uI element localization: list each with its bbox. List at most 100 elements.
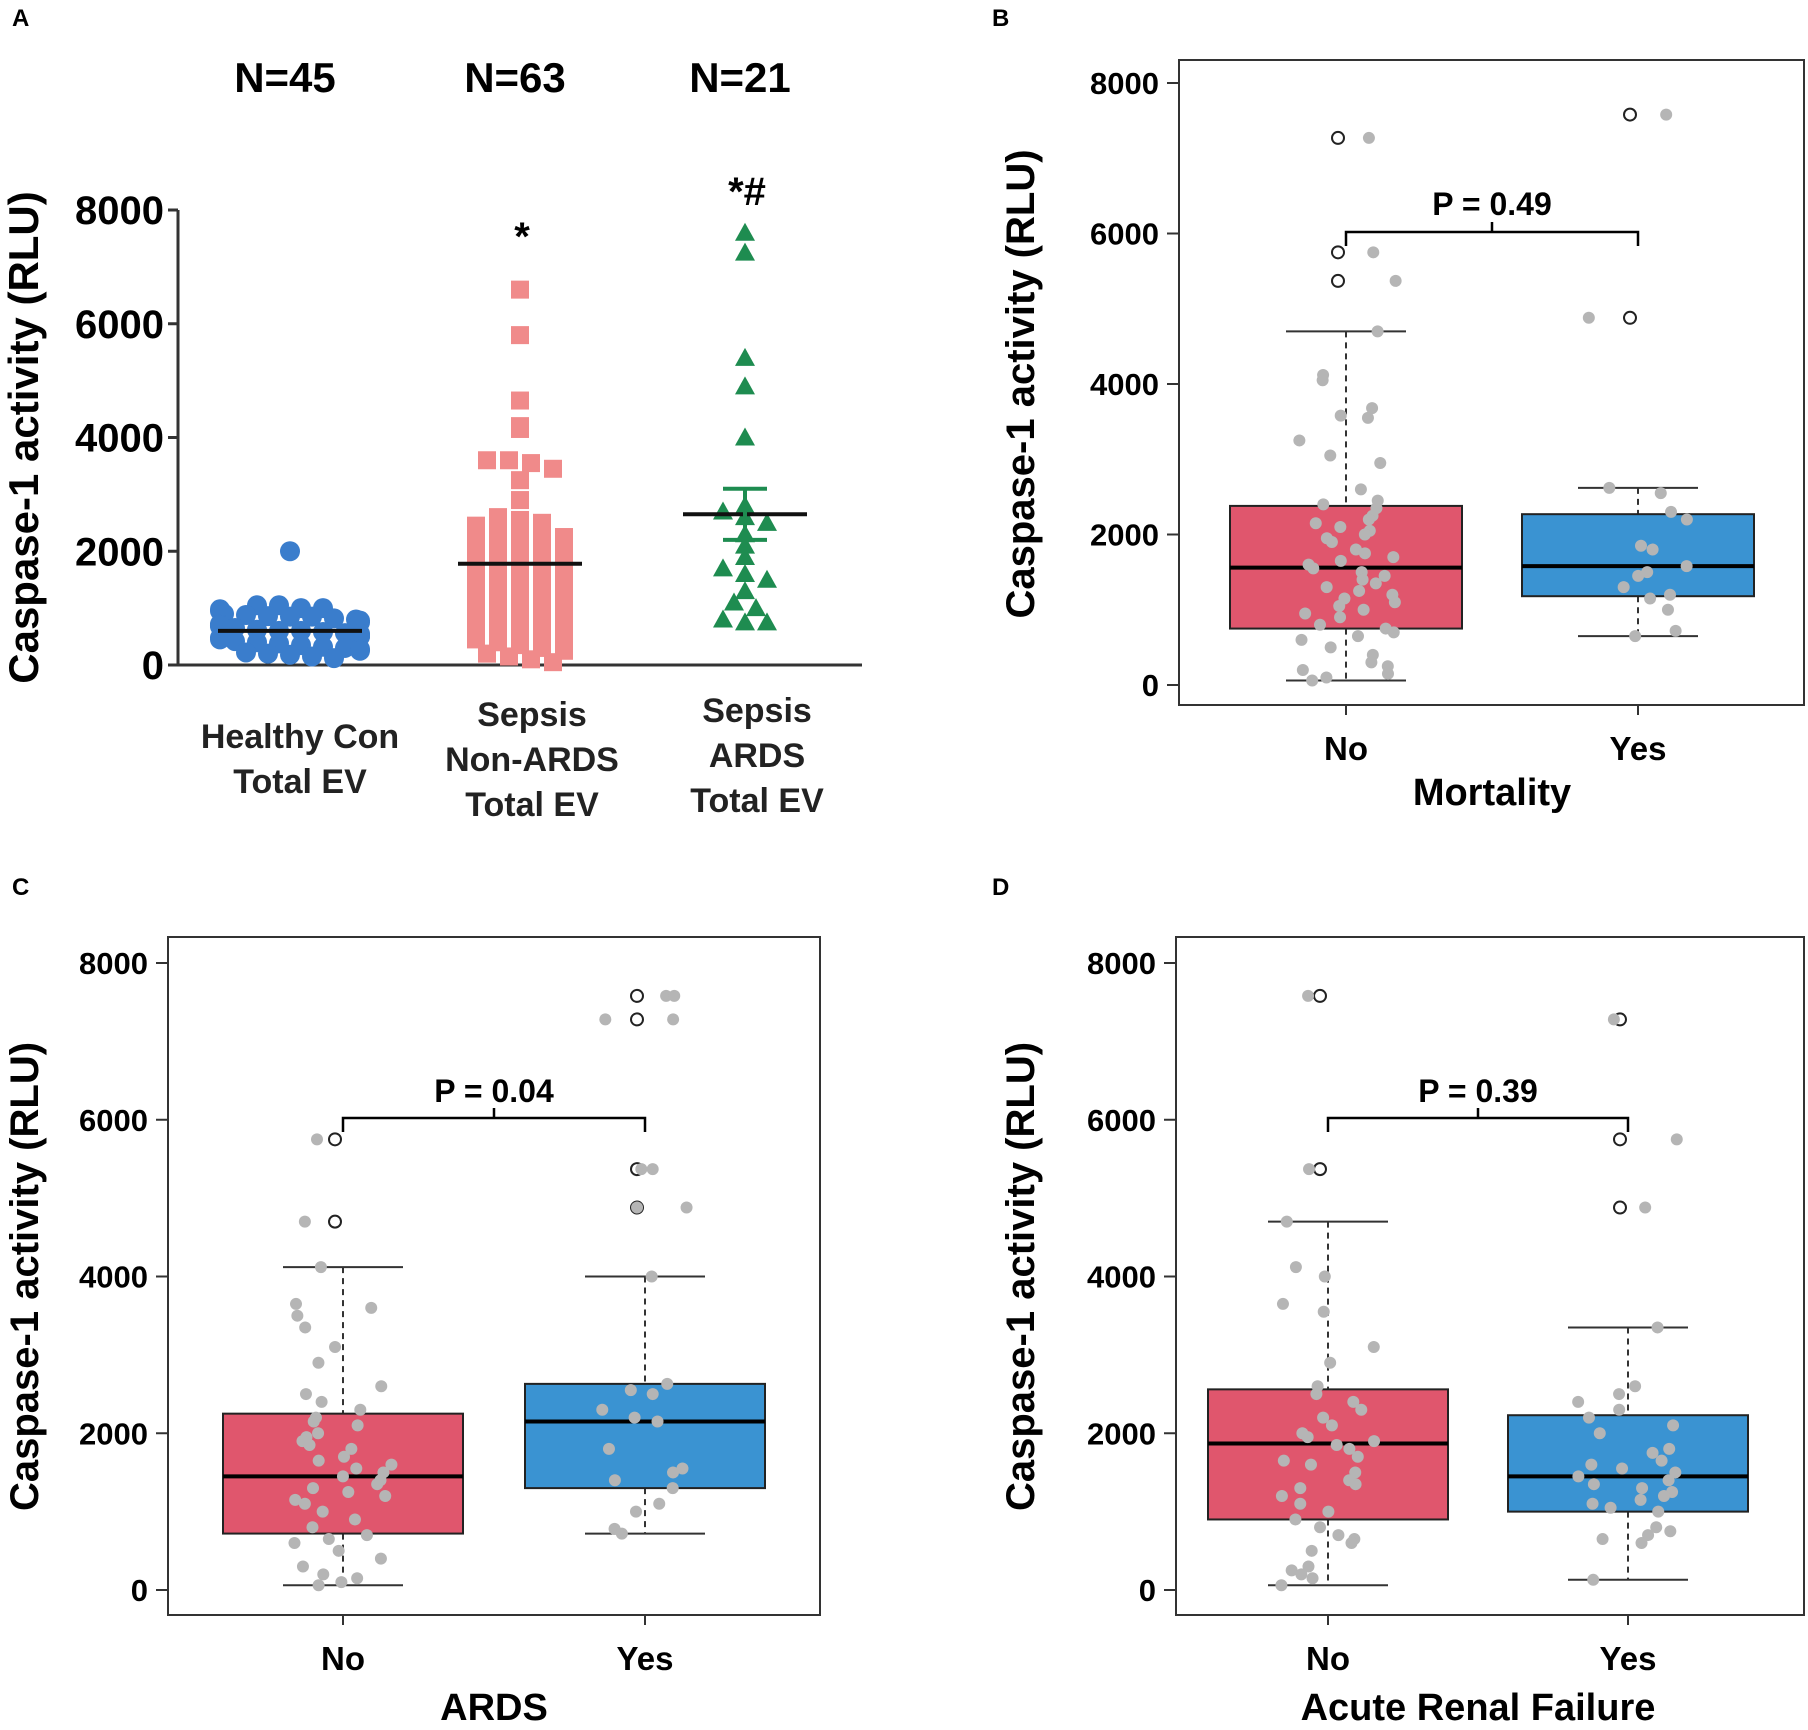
box: [1521, 513, 1755, 598]
significance-bracket: [1326, 1108, 1630, 1132]
data-point: [596, 1403, 609, 1416]
panel-d-label: D: [992, 874, 1009, 901]
data-point: [1367, 1341, 1380, 1354]
data-point: [312, 1454, 325, 1467]
data-point: [1322, 1505, 1335, 1518]
data-point: [1613, 1388, 1626, 1401]
data-point: [735, 564, 755, 582]
data-point: [757, 569, 777, 588]
x-axis-label: Acute Renal Failure: [1301, 1687, 1656, 1729]
data-point: [1669, 1466, 1682, 1479]
data-point: [1333, 599, 1346, 612]
data-point: [317, 1568, 330, 1581]
data-point: [316, 1505, 329, 1518]
data-point: [1305, 1544, 1318, 1557]
outlier-point: [1331, 273, 1345, 288]
data-point: [1664, 1525, 1677, 1538]
data-point: [467, 616, 485, 635]
data-point: [489, 547, 507, 566]
data-point: [1381, 667, 1394, 680]
data-point: [1302, 989, 1315, 1002]
outlier-point: [630, 1012, 644, 1027]
data-point: [522, 650, 540, 669]
outlier-point: [328, 1214, 342, 1229]
data-point: [1634, 539, 1647, 552]
data-point: [511, 579, 529, 598]
data-point: [335, 623, 355, 644]
data-point: [360, 1529, 373, 1542]
data-point: [544, 459, 562, 478]
data-point: [533, 610, 551, 629]
data-point: [467, 601, 485, 620]
data-point: [1317, 1411, 1330, 1424]
data-point: [324, 608, 344, 629]
data-point: [1325, 1419, 1338, 1432]
data-point: [533, 624, 551, 643]
y-tick-label: 0: [131, 1573, 148, 1608]
data-point: [522, 454, 540, 473]
data-point: [280, 541, 300, 562]
significance-marker: *#: [728, 170, 766, 214]
data-point: [1604, 1501, 1617, 1514]
data-point: [1378, 569, 1391, 582]
y-tick-label: 8000: [79, 946, 148, 981]
data-point: [500, 647, 518, 666]
data-point: [374, 1552, 387, 1565]
data-point: [629, 1505, 642, 1518]
data-point: [1582, 311, 1595, 324]
panel-a-label: A: [12, 5, 29, 32]
data-point: [1351, 1450, 1364, 1463]
data-point: [302, 606, 322, 627]
data-point: [511, 419, 529, 438]
data-point: [555, 570, 573, 589]
data-point: [511, 565, 529, 583]
data-point: [280, 644, 300, 665]
data-point: [312, 1579, 325, 1592]
x-axis-label: ARDS: [440, 1687, 548, 1729]
data-point: [500, 451, 518, 470]
data-point: [1665, 505, 1678, 518]
data-point: [1644, 592, 1657, 605]
data-point: [210, 629, 230, 650]
data-point: [1285, 1564, 1298, 1577]
data-point: [336, 1470, 349, 1483]
data-point: [735, 427, 755, 446]
data-point: [1304, 1458, 1317, 1471]
data-point: [1362, 513, 1375, 526]
data-point: [1289, 1261, 1302, 1274]
data-point: [1387, 551, 1400, 564]
y-tick-label: 2000: [1090, 518, 1159, 553]
y-tick-label: 4000: [1087, 1260, 1156, 1295]
data-point: [314, 1261, 327, 1274]
data-point: [379, 1489, 392, 1502]
data-point: [1306, 674, 1319, 687]
data-point: [1368, 1435, 1381, 1448]
data-point: [289, 1493, 302, 1506]
data-point: [467, 573, 485, 592]
x-axis-label: Mortality: [1413, 772, 1571, 814]
data-point: [1680, 560, 1693, 573]
data-point: [1646, 543, 1659, 556]
data-point: [1650, 1521, 1663, 1534]
data-point: [1295, 633, 1308, 646]
data-point: [1324, 1356, 1337, 1369]
data-point: [1320, 671, 1333, 684]
data-point: [1669, 624, 1682, 637]
data-point: [746, 598, 766, 617]
data-point: [489, 519, 507, 538]
group-label: Sepsis: [702, 692, 812, 730]
outlier-point: [1613, 1200, 1627, 1215]
group-label: Total EV: [690, 782, 824, 820]
data-point: [511, 471, 529, 490]
outlier-point: [1623, 310, 1637, 325]
y-tick-label: 6000: [1087, 1103, 1156, 1138]
y-axis-label: Caspase-1 activity (RLU): [999, 1042, 1043, 1511]
data-point: [1280, 1215, 1293, 1228]
data-point: [489, 619, 507, 638]
y-tick-label: 0: [1142, 668, 1159, 703]
data-point: [299, 1388, 312, 1401]
data-point: [1646, 1446, 1659, 1459]
data-point: [324, 648, 344, 669]
box: [1507, 1414, 1749, 1513]
data-point: [1293, 434, 1306, 447]
